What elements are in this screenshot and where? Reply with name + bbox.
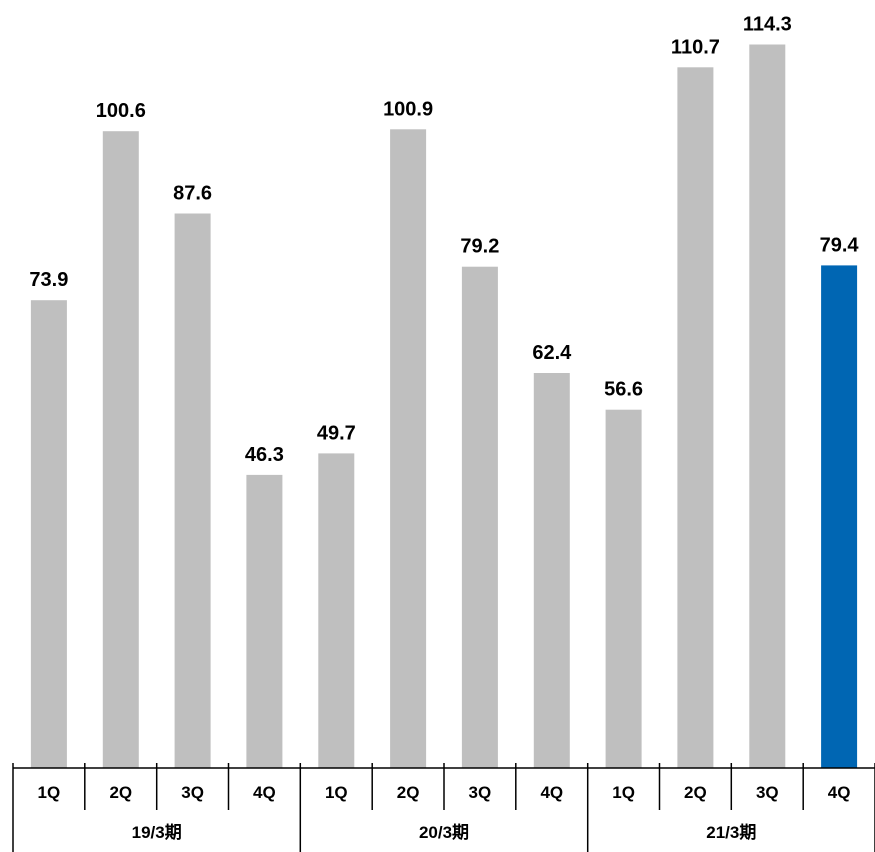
- value-label-8: 56.6: [604, 379, 643, 401]
- group-label-0: 19/3期: [132, 823, 182, 842]
- value-label-1: 100.6: [96, 100, 146, 122]
- value-label-5: 100.9: [383, 98, 433, 120]
- tick-label-10: 3Q: [756, 783, 779, 802]
- value-label-3: 46.3: [245, 444, 284, 466]
- bar-0: [30, 300, 67, 768]
- value-labels-layer: 73.9 100.6 87.6 46.3 49.7 100.9 79.2 62.4 56.6 11…: [29, 14, 859, 466]
- bars-layer: [30, 44, 858, 769]
- tick-label-6: 3Q: [469, 783, 492, 802]
- x-tick-labels: 1Q 2Q 3Q 4Q 1Q 2Q 3Q 4Q 1Q 2Q 3Q 4Q: [38, 783, 851, 802]
- value-label-4: 49.7: [317, 422, 356, 444]
- value-label-9: 110.7: [671, 36, 720, 58]
- bar-4: [318, 453, 355, 768]
- bar-3: [246, 474, 283, 768]
- bar-9: [677, 67, 714, 769]
- tick-label-5: 2Q: [397, 783, 420, 802]
- x-axis: [12, 763, 875, 852]
- bar-10: [749, 44, 786, 768]
- tick-label-8: 1Q: [612, 783, 635, 802]
- group-label-1: 20/3期: [419, 823, 469, 842]
- bar-6: [461, 266, 498, 768]
- tick-label-3: 4Q: [253, 783, 276, 802]
- bar-8: [605, 409, 642, 768]
- value-label-2: 87.6: [173, 183, 212, 205]
- bar-1: [102, 131, 139, 768]
- tick-label-9: 2Q: [684, 783, 707, 802]
- value-label-6: 79.2: [460, 236, 499, 258]
- bar-11: [821, 265, 858, 768]
- bar-7: [533, 373, 570, 768]
- value-label-10: 114.3: [743, 14, 792, 36]
- tick-label-7: 4Q: [540, 783, 563, 802]
- group-label-2: 21/3期: [706, 823, 756, 842]
- tick-label-1: 2Q: [109, 783, 132, 802]
- value-label-7: 62.4: [532, 342, 572, 364]
- value-label-0: 73.9: [29, 269, 68, 291]
- tick-label-0: 1Q: [38, 783, 61, 802]
- tick-label-4: 1Q: [325, 783, 348, 802]
- bar-5: [390, 129, 427, 769]
- value-label-11: 79.4: [820, 234, 860, 256]
- x-group-labels: 19/3期 20/3期 21/3期: [132, 823, 757, 842]
- tick-label-11: 4Q: [828, 783, 851, 802]
- tick-label-2: 3Q: [181, 783, 204, 802]
- bar-2: [174, 213, 211, 768]
